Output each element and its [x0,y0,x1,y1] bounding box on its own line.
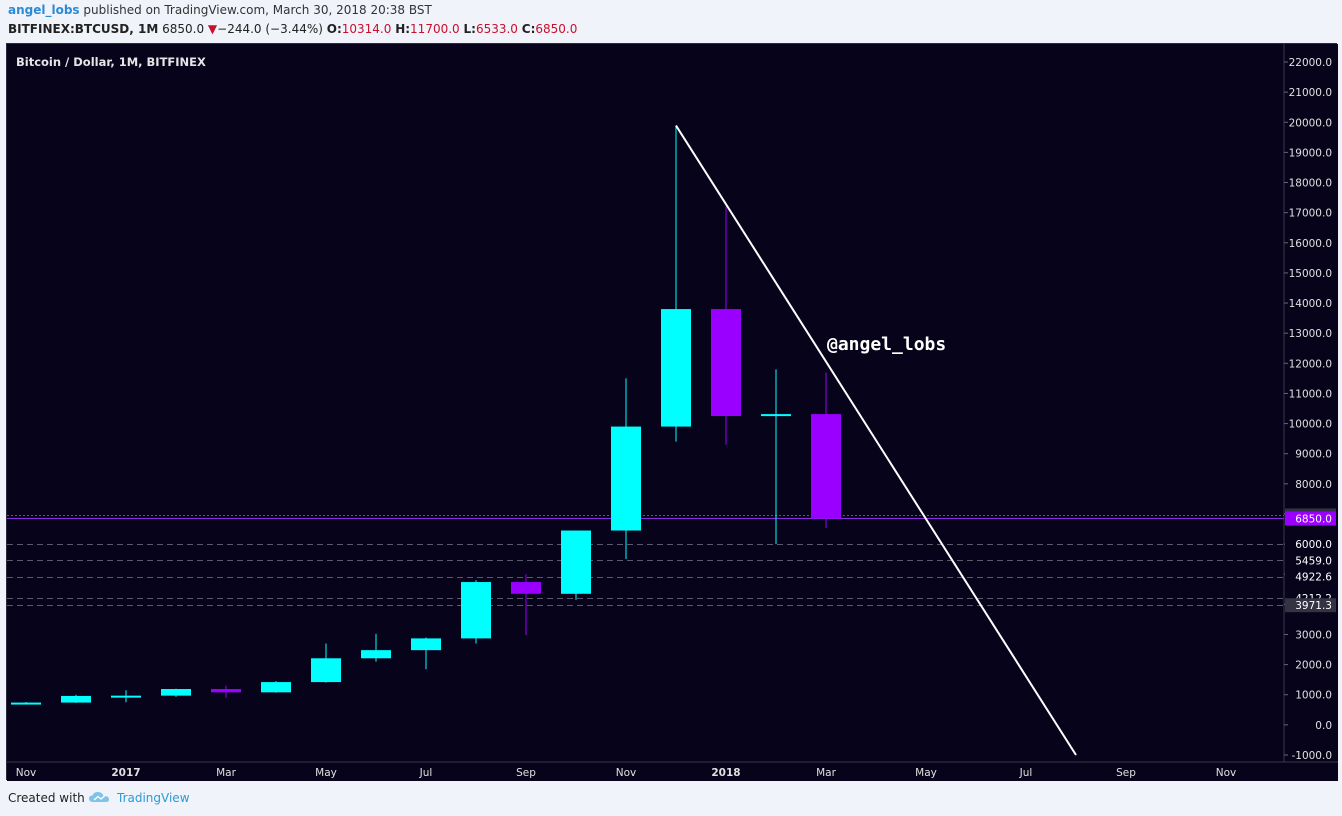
candle-body-2017-08 [461,582,491,639]
y-tick-label-13: 9000.0 [1295,449,1332,461]
level-badge-4 [1285,569,1336,584]
candle-body-2018-02 [761,414,791,417]
symbol-label: BITFINEX:BTCUSD, 1M [8,22,159,36]
x-tick-label-8: Mar [816,767,836,779]
high-label: H: [395,22,411,36]
level-badge-label-2: 6000.0 [1295,539,1332,551]
x-tick-label-2: Mar [216,767,236,779]
publish-info: published on TradingView.com, March 30, … [79,3,432,17]
x-tick-label-6: Nov [616,767,637,779]
level-badge-label-1: 6850.0 [1295,513,1332,525]
x-tick-label-3: May [315,767,337,779]
candle-body-2017-12 [661,309,691,427]
watermark-label: @angel_lobs [827,334,946,355]
x-tick-label-1: 2017 [111,767,140,779]
x-tick-label-7: 2018 [711,767,740,779]
low-label: L: [463,22,476,36]
y-tick-label-8: 14000.0 [1289,298,1332,310]
level-badge-1 [1285,511,1336,526]
down-arrow-icon: ▼ [207,22,218,36]
high-value: 11700.0 [410,22,460,36]
author-link[interactable]: angel_lobs [8,3,80,17]
level-badge-label-6: 3971.3 [1295,600,1332,612]
y-tick-label-21: 1000.0 [1295,690,1332,702]
candlestick-chart[interactable]: @angel_lobs Bitcoin / Dollar, 1M, BITFINE… [7,44,1338,781]
x-tick-label-10: Jul [1019,767,1033,779]
candle-body-2017-07 [411,638,441,651]
candle-body-2017-09 [511,582,541,594]
x-tick-label-5: Sep [516,767,536,779]
x-tick-label-4: Jul [419,767,433,779]
candle-body-2016-12 [61,695,91,703]
y-tick-label-14: 8000.0 [1295,479,1332,491]
tradingview-cloud-icon[interactable] [88,790,110,804]
chart-title: Bitcoin / Dollar, 1M, BITFINEX [16,55,206,69]
close-value: 6850.0 [535,22,578,36]
last-price: 6850.0 [162,22,205,36]
candle-body-2018-03 [811,414,841,519]
chart-area[interactable]: @angel_lobs Bitcoin / Dollar, 1M, BITFINE… [6,43,1338,781]
trendline [675,125,1077,756]
y-tick-label-9: 13000.0 [1289,328,1332,340]
y-tick-label-6: 16000.0 [1289,238,1332,250]
y-tick-label-3: 19000.0 [1289,147,1332,159]
y-tick-label-0: 22000.0 [1289,57,1332,69]
open-label: O: [326,22,342,36]
candle-body-2017-11 [611,426,641,531]
y-tick-label-1: 21000.0 [1289,87,1332,99]
y-tick-label-10: 12000.0 [1289,358,1332,370]
created-with-label: Created with [8,791,85,805]
candle-body-2017-02 [161,689,191,696]
header-bar: angel_lobs published on TradingView.com,… [0,0,1342,42]
close-label: C: [521,22,536,36]
y-tick-label-19: 3000.0 [1295,629,1332,641]
y-tick-label-7: 15000.0 [1289,268,1332,280]
candle-body-2017-04 [261,682,291,693]
x-tick-label-11: Sep [1116,767,1136,779]
y-tick-label-12: 10000.0 [1289,419,1332,431]
level-badge-label-3: 5459.0 [1295,555,1332,567]
y-tick-label-2: 20000.0 [1289,117,1332,129]
y-tick-label-5: 17000.0 [1289,208,1332,220]
x-tick-label-9: May [915,767,937,779]
footer-bar: Created with TradingView [0,781,1342,816]
level-badge-6 [1285,598,1336,613]
y-tick-label-23: -1000.0 [1291,750,1332,762]
open-value: 10314.0 [341,22,392,36]
y-tick-label-22: 0.0 [1315,720,1332,732]
candle-body-2017-05 [311,658,341,683]
tradingview-link[interactable]: TradingView [117,791,190,805]
candle-body-2018-01 [711,309,741,417]
candle-body-2016-11 [11,702,41,705]
ohlc-line: BITFINEX:BTCUSD, 1M 6850.0 ▼−244.0 (−3.4… [8,22,577,36]
low-value: 6533.0 [475,22,518,36]
publish-line: angel_lobs published on TradingView.com,… [8,3,432,17]
level-badge-2 [1285,537,1336,552]
candle-body-2017-06 [361,650,391,659]
x-tick-label-0: Nov [16,767,37,779]
level-badge-3 [1285,553,1336,568]
candle-body-2017-03 [211,689,241,693]
level-badge-label-4: 4922.6 [1295,572,1332,584]
price-change: −244.0 (−3.44%) [217,22,323,36]
y-tick-label-11: 11000.0 [1289,388,1332,400]
y-tick-label-4: 18000.0 [1289,178,1332,190]
y-tick-label-20: 2000.0 [1295,660,1332,672]
candle-body-2017-01 [111,695,141,698]
candle-body-2017-10 [561,530,591,594]
x-tick-label-12: Nov [1216,767,1237,779]
